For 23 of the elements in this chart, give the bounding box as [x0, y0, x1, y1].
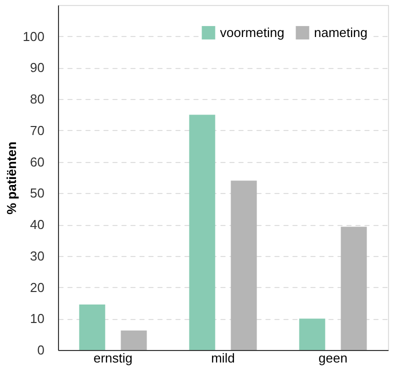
y-tick-label: 60 — [30, 154, 44, 170]
legend-label: voormeting — [220, 24, 284, 40]
bar — [299, 318, 326, 350]
y-tick-label: 90 — [30, 60, 44, 76]
y-tick-label: 80 — [30, 92, 44, 107]
x-tick-label: geen — [318, 350, 348, 366]
bar — [230, 180, 257, 350]
y-tick-label: 70 — [30, 122, 44, 138]
y-tick-label: 0 — [37, 342, 44, 358]
y-tick-label: 100 — [22, 28, 44, 44]
bar — [189, 114, 216, 350]
bar — [120, 330, 147, 350]
bar — [79, 304, 106, 350]
y-tick-label: 10 — [30, 311, 44, 326]
legend-label: nameting — [314, 24, 368, 40]
bar — [340, 226, 367, 350]
x-tick-label: ernstig — [93, 350, 133, 366]
y-tick-label: 40 — [30, 217, 44, 232]
y-tick-label: 50 — [30, 186, 44, 201]
y-tick-label: 20 — [30, 280, 44, 295]
y-axis-title: % patiënten — [4, 141, 19, 214]
y-tick-label: 30 — [30, 248, 44, 264]
x-tick-label: mild — [211, 350, 235, 366]
